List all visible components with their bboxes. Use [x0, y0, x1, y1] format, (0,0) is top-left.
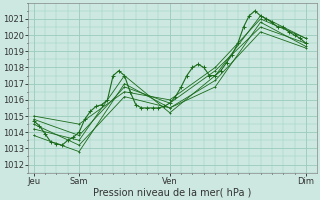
X-axis label: Pression niveau de la mer( hPa ): Pression niveau de la mer( hPa ): [93, 187, 252, 197]
